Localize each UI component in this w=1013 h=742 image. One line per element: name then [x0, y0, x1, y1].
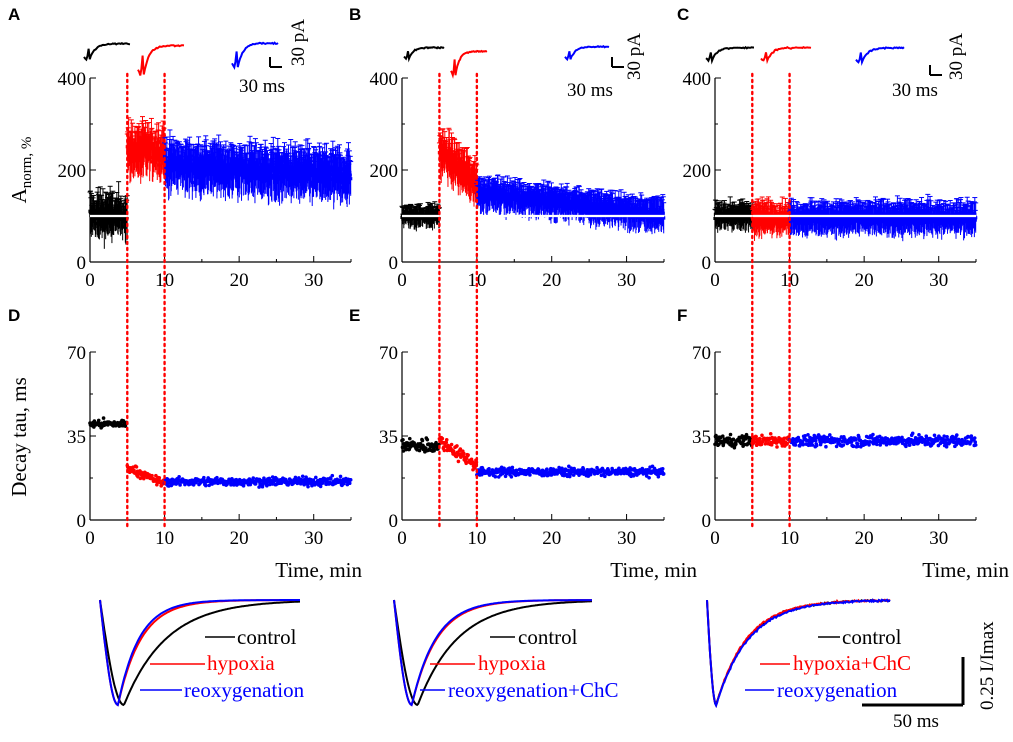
xlabel-f: Time, min	[922, 558, 1009, 582]
ylabel-anorm: Anorm, %	[7, 137, 35, 204]
data-point	[858, 219, 862, 223]
series-c-hypoxia	[749, 196, 792, 242]
data-point	[782, 220, 786, 224]
y-tick-label-b: 200	[370, 161, 399, 182]
data-point	[218, 156, 223, 160]
x-tick-label-c: 0	[710, 270, 720, 291]
y-tick-label-a: 400	[58, 69, 87, 90]
data-point	[121, 225, 125, 229]
data-point	[150, 137, 154, 141]
data-point	[494, 196, 498, 200]
data-point	[723, 209, 727, 214]
data-point	[330, 159, 334, 163]
data-point	[349, 177, 353, 181]
x-tick-label-c: 20	[855, 270, 874, 291]
y-tick-label-c: 200	[683, 161, 712, 182]
panel-letter-b: B	[349, 5, 361, 24]
x-tick-label-b: 20	[542, 270, 561, 291]
series-b-reoxygenation	[474, 174, 667, 235]
series-a-control	[87, 181, 130, 249]
y-tick-label-c: 400	[683, 69, 712, 90]
y-tick-label-a: 0	[77, 253, 87, 274]
panel-letter-c: C	[677, 5, 689, 24]
y-tick-label-b: 400	[370, 69, 399, 90]
data-point	[157, 140, 161, 144]
data-point	[859, 210, 863, 214]
data-point	[257, 177, 262, 181]
y-tick-label-b: 0	[389, 253, 399, 274]
x-tick-label-c: 30	[929, 270, 948, 291]
series-b-hypoxia	[436, 127, 480, 207]
panel-letter-f: F	[677, 306, 687, 325]
xlabel-d: Time, min	[275, 558, 362, 582]
y-tick-label-a: 200	[58, 161, 87, 182]
data-point	[214, 159, 219, 163]
y-tick-label-c: 0	[702, 253, 712, 274]
x-tick-label-b: 0	[397, 270, 407, 291]
series-a-reoxygenation	[162, 129, 354, 210]
x-tick-label-a: 0	[85, 270, 95, 291]
data-point	[241, 176, 245, 180]
series-c-reoxygenation	[787, 193, 979, 242]
data-point	[449, 149, 454, 153]
x-tick-label-a: 20	[230, 270, 249, 291]
xlabel-e: Time, min	[610, 558, 697, 582]
series-a-hypoxia	[124, 116, 167, 184]
panel-letter-e: E	[349, 306, 360, 325]
x-tick-label-a: 30	[304, 270, 323, 291]
data-point	[329, 172, 334, 176]
data-point	[160, 143, 164, 148]
data-point	[473, 173, 477, 177]
x-tick-label-b: 30	[617, 270, 636, 291]
panel-letter-a: A	[8, 5, 20, 24]
series-c-control	[712, 196, 755, 233]
data-point	[190, 154, 194, 158]
data-point	[339, 181, 343, 185]
panel-letter-d: D	[8, 306, 20, 325]
data-point	[131, 141, 135, 145]
data-point	[455, 160, 459, 165]
ylabel-decay-tau: Decay tau, ms	[7, 377, 31, 497]
data-point	[884, 222, 888, 227]
data-point	[662, 216, 666, 220]
